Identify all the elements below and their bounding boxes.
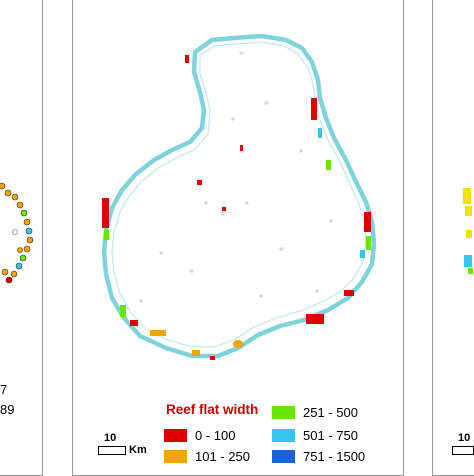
legend-title: Reef flat width [166,402,259,417]
reef-flat-segment [233,340,243,348]
legend-item-101-250: 101 - 250 [164,449,250,464]
reef-flat-segment [185,55,189,63]
atoll-outline [101,33,377,359]
left-map-panel [0,0,43,476]
reef-flat-segment [150,330,166,336]
reef-flat-segment [306,314,324,324]
legend-swatch [272,429,295,442]
lagoon-patch-reefs [139,51,333,303]
reef-flat-segment [197,180,202,185]
reef-flat-segment [222,207,226,211]
reef-flat-segment [240,145,243,151]
right-scale-bar-value: 10 [458,432,471,444]
reef-flat-segment [344,290,354,296]
reef-flat-segment [326,160,331,170]
reef-flat-segment [318,128,322,138]
reef-flat-segment [360,250,365,258]
left-legend-number-2: 89 [0,402,15,417]
legend-swatch [272,450,295,463]
legend-swatch [164,450,187,463]
legend-item-751-1500: 751 - 1500 [272,449,365,464]
reef-flat-segment [104,230,109,240]
legend-label: 751 - 1500 [303,449,366,464]
legend-item-501-750: 501 - 750 [272,428,358,443]
reef-flat-segment [192,350,200,356]
scale-bar [98,446,126,455]
left-legend-number-1: 7 [0,382,8,397]
main-map-panel [72,0,404,476]
legend-label: 0 - 100 [195,428,236,443]
reef-flat-segment [366,236,371,250]
scale-bar-value: 10 [104,432,117,444]
legend-swatch [272,406,295,419]
reef-flat-segment [311,98,317,120]
right-scale-bar [452,446,474,455]
legend-label: 501 - 750 [303,428,358,443]
reef-flat-segment [210,356,215,360]
legend-item-251-500: 251 - 500 [272,405,358,420]
reef-flat-segment [120,305,126,317]
legend-item-0-100: 0 - 100 [164,428,235,443]
reef-flat-segment [102,198,109,228]
reef-flat-segment [364,212,371,232]
legend-label: 101 - 250 [195,449,250,464]
legend-label: 251 - 500 [303,405,358,420]
reef-flat-segments [102,55,371,360]
scale-bar-unit: Km [129,444,147,456]
reef-flat-segment [130,320,138,326]
legend-swatch [164,429,187,442]
left-atoll-point-markers [0,182,34,284]
